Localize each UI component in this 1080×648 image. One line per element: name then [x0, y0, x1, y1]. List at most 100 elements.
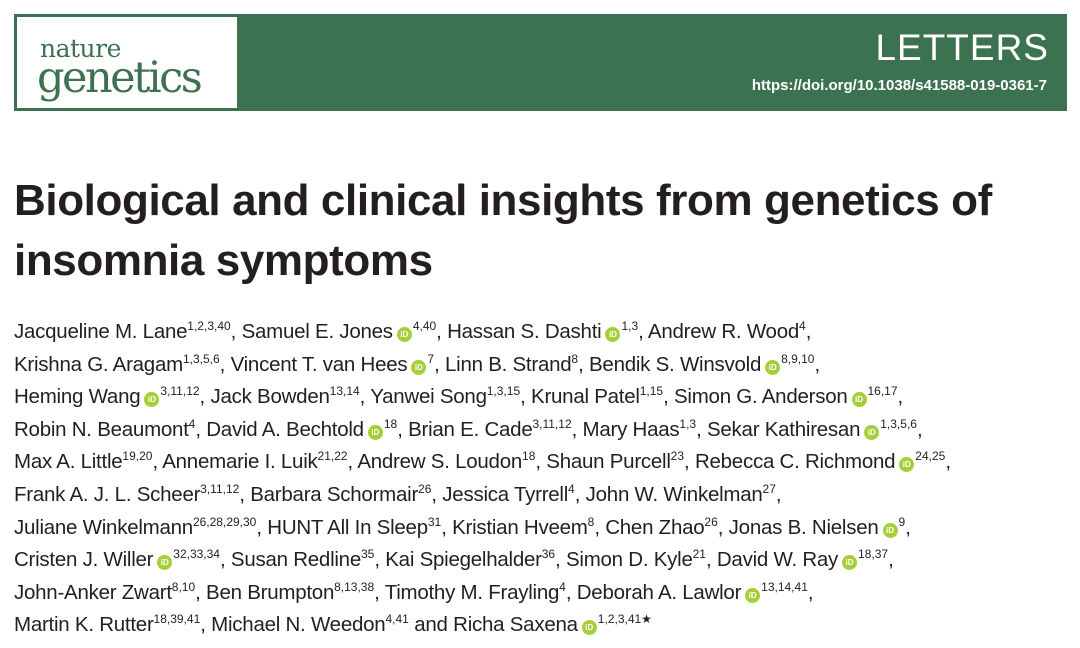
author-name[interactable]: Krunal Patel [531, 385, 640, 409]
orcid-icon[interactable]: iD [882, 522, 898, 538]
author-name[interactable]: Jessica Tyrrell [442, 482, 569, 506]
author-name[interactable]: Ben Brumpton [206, 580, 335, 604]
author-name[interactable]: Martin K. Rutter [14, 613, 154, 637]
author-affiliations: 8,13,38 [334, 579, 375, 594]
author-affiliations: 23 [670, 449, 685, 464]
author-name[interactable]: Simon G. Anderson [673, 385, 848, 409]
author-affiliations: 26,28,29,30 [192, 514, 257, 529]
author-item: Samuel E. Jones iD4,40, [242, 320, 442, 343]
doi-link[interactable]: https://doi.org/10.1038/s41588-019-0361-… [751, 77, 1047, 94]
author-separator: , [565, 580, 572, 604]
author-affiliations: 3,11,12 [200, 481, 240, 496]
author-name[interactable]: Simon D. Kyle [565, 548, 693, 572]
author-affiliations: 18 [383, 416, 398, 431]
author-name[interactable]: Richa Saxena [453, 613, 578, 637]
author-name[interactable]: Kristian Hveem [452, 515, 588, 539]
author-separator: , [916, 417, 923, 441]
author-name[interactable]: Cristen J. Willer [14, 548, 154, 572]
orcid-icon[interactable]: iD [411, 359, 427, 375]
author-name[interactable]: Brian E. Cade [408, 417, 533, 441]
author-name[interactable]: Krishna G. Aragam [14, 352, 183, 376]
author-item: Andrew R. Wood4, [647, 320, 812, 343]
journal-logo[interactable]: nature genetics [17, 17, 237, 108]
author-name[interactable]: Yanwei Song [370, 385, 487, 409]
author-affiliations: 4,40 [412, 319, 437, 333]
author-name[interactable]: Barbara Schormair [250, 482, 419, 506]
author-name[interactable]: Jonas B. Nielsen [728, 515, 879, 539]
orcid-icon[interactable]: iD [864, 424, 880, 440]
author-affiliations: 9 [898, 514, 906, 529]
author-name[interactable]: Hassan S. Dashti [447, 320, 602, 343]
author-name[interactable]: Frank A. J. L. Scheer [14, 482, 201, 506]
author-item: Kristian Hveem8, [452, 516, 600, 539]
author-separator: , [807, 580, 814, 604]
author-affiliations: 3,11,12 [160, 384, 200, 399]
author-name[interactable]: Michael N. Weedon [211, 613, 386, 637]
author-name[interactable]: David A. Bechtold [206, 417, 364, 441]
author-name[interactable]: Sekar Kathiresan [706, 417, 861, 441]
author-name[interactable]: John W. Winkelman [585, 482, 763, 506]
author-separator: , [359, 385, 366, 409]
author-name[interactable]: Andrew R. Wood [647, 320, 800, 343]
author-name[interactable]: Chen Zhao [605, 515, 705, 539]
author-name[interactable]: Jack Bowden [210, 385, 330, 409]
author-item: Susan Redline35, [231, 548, 380, 571]
author-name[interactable]: Shaun Purcell [546, 450, 671, 474]
orcid-icon[interactable]: iD [157, 555, 173, 571]
author-separator: , [594, 515, 600, 539]
author-name[interactable]: Samuel E. Jones [241, 320, 393, 343]
author-name[interactable]: Susan Redline [230, 548, 361, 572]
author-separator: , [434, 352, 440, 376]
author-affiliations: 21,22 [317, 449, 348, 464]
author-separator: , [520, 385, 526, 409]
author-name[interactable]: Robin N. Beaumont [14, 417, 189, 441]
author-affiliations: 7 [427, 351, 435, 366]
author-name[interactable]: Bendik S. Winsvold [589, 352, 762, 376]
author-list: Jacqueline M. Lane1,2,3,40, Samuel E. Jo… [14, 316, 1076, 642]
author-item: Martin K. Rutter18,39,41, [14, 613, 206, 636]
orcid-icon[interactable]: iD [581, 620, 597, 636]
orcid-icon[interactable]: iD [851, 392, 867, 408]
author-item: Jack Bowden13,14, [210, 385, 365, 408]
author-name[interactable]: Juliane Winkelmann [14, 515, 193, 539]
author-name[interactable]: Max A. Little [14, 450, 123, 474]
author-name[interactable]: Vincent T. van Hees [230, 352, 408, 376]
author-name[interactable]: Rebecca C. Richmond [694, 450, 896, 474]
orcid-icon[interactable]: iD [144, 392, 160, 408]
author-name[interactable]: Kai Spiegelhalder [385, 548, 542, 572]
author-name[interactable]: Timothy M. Frayling [384, 580, 560, 604]
orcid-icon[interactable]: iD [745, 587, 761, 603]
author-item: Simon G. Anderson iD16,17, [674, 385, 903, 408]
author-name[interactable]: Heming Wang [14, 385, 141, 409]
author-name[interactable]: John-Anker Zwart [14, 580, 172, 604]
author-separator: , [347, 450, 354, 474]
orcid-icon[interactable]: iD [396, 327, 412, 342]
author-name[interactable]: Deborah A. Lawlor [576, 580, 742, 604]
author-item: Chen Zhao26, [605, 516, 723, 539]
orcid-icon[interactable]: iD [842, 555, 858, 571]
author-separator: , [684, 450, 690, 474]
author-name[interactable]: Jacqueline M. Lane [14, 320, 188, 343]
orcid-icon[interactable]: iD [605, 327, 621, 342]
author-name[interactable]: David W. Ray [716, 548, 839, 572]
author-item: Mary Haas1,3, [583, 418, 702, 441]
author-item: Simon D. Kyle21, [565, 548, 712, 572]
orcid-icon[interactable]: iD [765, 359, 781, 375]
author-item: Juliane Winkelmann26,28,29,30, [14, 516, 262, 539]
orcid-icon[interactable]: iD [367, 424, 383, 440]
author-name[interactable]: Mary Haas [582, 417, 680, 441]
author-item: Kai Spiegelhalder36, [385, 548, 561, 572]
logo-nature-text: nature [40, 34, 121, 63]
author-affiliations: 35 [360, 547, 375, 562]
author-separator: , [945, 450, 951, 474]
author-name[interactable]: Annemarie I. Luik [162, 450, 318, 474]
author-item: Jessica Tyrrell4, [442, 483, 580, 506]
author-affiliations: 1,3,15 [486, 384, 521, 399]
author-name[interactable]: HUNT All In Sleep [267, 515, 428, 539]
author-item: HUNT All In Sleep31, [267, 515, 447, 539]
author-name[interactable]: Linn B. Strand [444, 352, 572, 376]
author-affiliations: 8,9,10 [781, 351, 815, 366]
author-affiliations: 24,25 [915, 449, 946, 464]
orcid-icon[interactable]: iD [899, 457, 915, 473]
author-name[interactable]: Andrew S. Loudon [357, 450, 523, 474]
